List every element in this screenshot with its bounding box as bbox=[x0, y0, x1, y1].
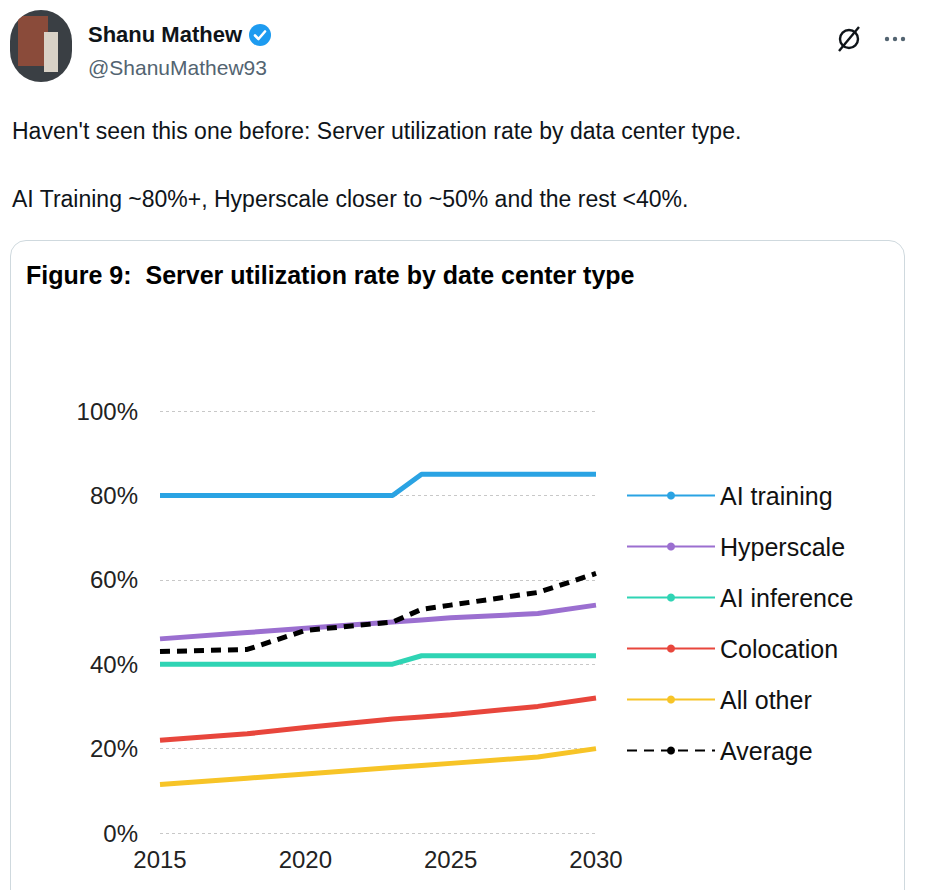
svg-text:2030: 2030 bbox=[569, 846, 622, 873]
svg-text:Hyperscale: Hyperscale bbox=[720, 533, 845, 561]
svg-text:Figure 9: Server utilization: Figure 9: Server utilization rate by dat… bbox=[26, 261, 635, 289]
svg-text:2020: 2020 bbox=[279, 846, 332, 873]
svg-text:80%: 80% bbox=[90, 482, 138, 509]
svg-text:Average: Average bbox=[720, 737, 813, 765]
html-text:AI Training ~80%+, Hyperscale: AI Training ~80%+, Hyperscale closer to … bbox=[12, 186, 689, 212]
svg-text:40%: 40% bbox=[90, 651, 138, 678]
svg-text:AI training: AI training bbox=[720, 482, 833, 510]
svg-text:Colocation: Colocation bbox=[720, 635, 838, 663]
svg-text:0%: 0% bbox=[103, 820, 138, 847]
svg-text:2015: 2015 bbox=[133, 846, 186, 873]
svg-text:All other: All other bbox=[720, 686, 812, 714]
html-text:Shanu Mathew: Shanu Mathew bbox=[88, 22, 242, 47]
svg-text:60%: 60% bbox=[90, 566, 138, 593]
svg-text:20%: 20% bbox=[90, 735, 138, 762]
html-text:@ShanuMathew93: @ShanuMathew93 bbox=[88, 56, 267, 79]
svg-text:100%: 100% bbox=[77, 398, 138, 425]
html-text:Haven't seen this one before:: Haven't seen this one before: Server uti… bbox=[12, 118, 742, 144]
svg-text:2025: 2025 bbox=[424, 846, 477, 873]
svg-text:AI inference: AI inference bbox=[720, 584, 853, 612]
